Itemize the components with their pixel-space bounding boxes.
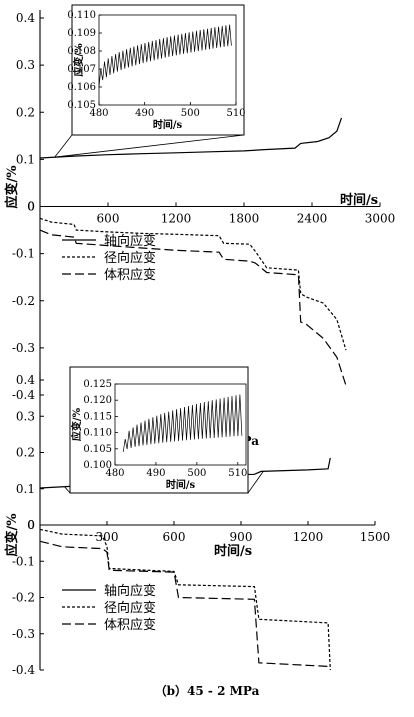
inset-x-tick-label: 480 — [89, 108, 108, 119]
y-tick-label: -0.2 — [12, 591, 35, 605]
inset-x-tick-label: 490 — [146, 468, 165, 479]
inset-y-tick-label: 0.109 — [67, 28, 96, 39]
x-tick-label: 3000 — [365, 212, 396, 226]
inset-x-tick-label: 500 — [187, 468, 206, 479]
inset-chart: 0.100 0.105 0.110 0.115 0.120 0.125 480 490 500 5… — [64, 366, 264, 494]
series-line-2 — [39, 217, 347, 351]
inset-signal-line — [98, 24, 232, 88]
y-tick-label: 0 — [27, 200, 35, 214]
x-axis-label: 时间/s — [214, 543, 252, 559]
legend-label-3: 体积应变 — [104, 267, 156, 283]
x-tick-label: 2400 — [297, 212, 328, 226]
x-tick-label: 600 — [97, 212, 120, 226]
x-tick-label: 600 — [163, 530, 186, 544]
inset-y-tick-label: 0.108 — [67, 46, 96, 57]
y-tick-label: -0.3 — [12, 627, 35, 641]
inset-y-tick-label: 0.120 — [83, 395, 112, 406]
x-tick-label: 300 — [96, 530, 119, 544]
y-tick-label: -0.4 — [12, 388, 36, 402]
inset-connector-left — [54, 134, 73, 158]
inset-plot-area — [98, 14, 237, 106]
legend-label-1: 轴向应变 — [104, 233, 156, 249]
inset-x-tick-label: 510 — [226, 108, 245, 119]
series-line-1 — [39, 117, 343, 159]
inset-x-tick-label: 480 — [105, 468, 124, 479]
legend-label-2: 径向应变 — [104, 250, 156, 266]
legend-label-2: 径向应变 — [104, 600, 156, 616]
series-line-3 — [39, 540, 331, 668]
y-tick-label: -0.4 — [12, 663, 36, 677]
series-line-3 — [39, 229, 347, 386]
inset-x-tick-label: 510 — [228, 468, 247, 479]
inset-y-tick-label: 0.105 — [83, 444, 112, 455]
inset-connector-right — [54, 134, 245, 158]
x-tick-label: 900 — [230, 530, 253, 544]
y-tick-label: -0.1 — [12, 554, 35, 568]
y-axis-label: 应变/% — [4, 165, 20, 209]
y-tick-label: 0 — [27, 518, 35, 532]
inset-signal-line — [122, 394, 243, 453]
inset-x-axis-label: 时间/s — [166, 478, 196, 491]
y-tick-label: 0.2 — [16, 105, 35, 119]
y-tick-label: 0.4 — [16, 373, 35, 387]
inset-x-tick-label: 490 — [135, 108, 154, 119]
x-tick-label: 0 — [27, 518, 35, 532]
inset-plot-area — [114, 383, 247, 466]
y-tick-label: 0.4 — [16, 11, 35, 25]
inset-y-tick-label: 0.105 — [67, 100, 96, 111]
y-tick-label: 0.1 — [16, 482, 35, 496]
x-tick-label: 1200 — [293, 530, 324, 544]
inset-y-tick-label: 0.115 — [83, 411, 112, 422]
inset-y-tick-label: 0.107 — [67, 64, 96, 75]
inset-y-tick-label: 0.100 — [83, 460, 112, 471]
y-tick-label: 0.3 — [16, 58, 35, 72]
series-line-2 — [39, 528, 331, 671]
x-tick-label: 1500 — [360, 530, 391, 544]
inset-y-tick-label: 0.125 — [83, 379, 112, 390]
inset-chart: 0.105 0.106 0.107 0.108 0.109 0.110 480 490 500 5… — [54, 4, 246, 158]
inset-connector-right — [247, 471, 264, 494]
x-axis-label: 时间/s — [340, 192, 378, 208]
x-tick-label: 0 — [27, 200, 35, 214]
inset-x-tick-label: 500 — [181, 108, 200, 119]
figure-caption: （b）45 - 2 MPa — [155, 683, 260, 698]
inset-y-axis-label: 应变/% — [70, 407, 83, 441]
inset-y-tick-label: 0.106 — [67, 82, 96, 93]
y-tick-label: 0.2 — [16, 446, 35, 460]
y-tick-label: -0.3 — [12, 341, 35, 355]
inset-x-axis-label: 时间/s — [153, 118, 183, 131]
legend-label-1: 轴向应变 — [104, 583, 156, 599]
inset-y-axis-label: 应变/% — [72, 43, 85, 77]
y-tick-label: 0.3 — [16, 409, 35, 423]
y-axis-label: 应变/% — [4, 513, 20, 557]
inset-y-tick-label: 0.110 — [83, 428, 112, 439]
y-tick-label: 0.1 — [16, 152, 35, 166]
x-tick-label: 1800 — [229, 212, 260, 226]
y-tick-label: -0.2 — [12, 294, 35, 308]
y-tick-label: -0.1 — [12, 247, 35, 261]
legend-label-3: 体积应变 — [104, 617, 156, 633]
inset-connector-left — [64, 486, 71, 494]
inset-y-tick-label: 0.110 — [67, 10, 96, 21]
x-tick-label: 1200 — [161, 212, 192, 226]
